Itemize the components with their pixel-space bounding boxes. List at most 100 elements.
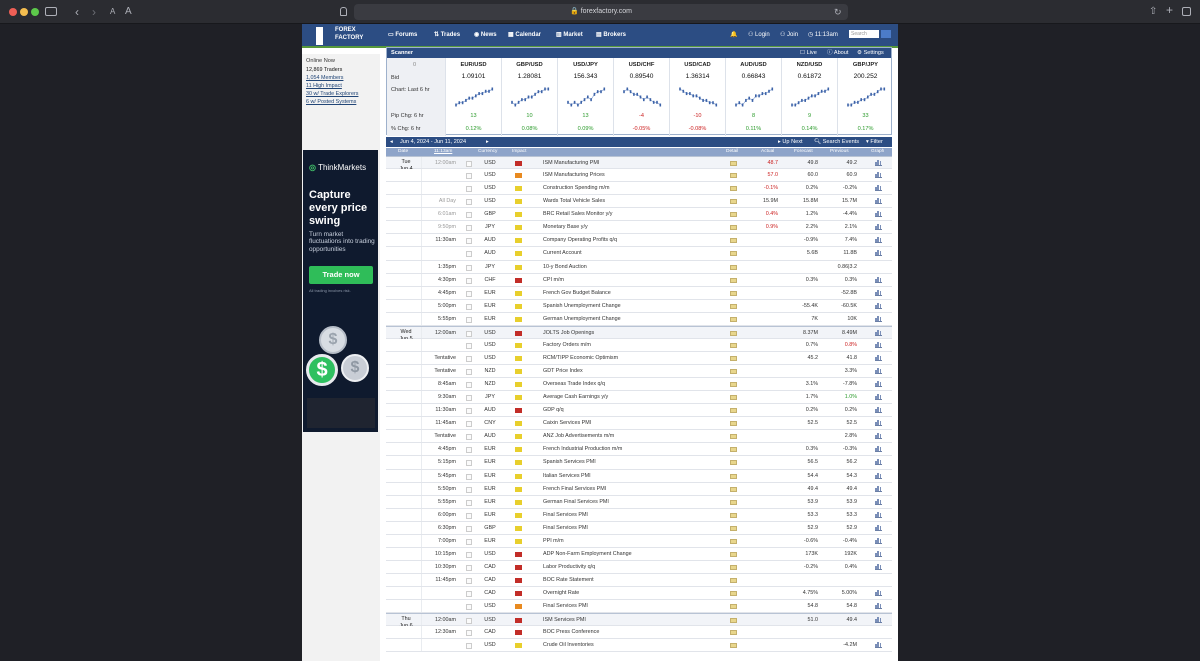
row-event[interactable]: Average Cash Earnings y/y	[543, 394, 609, 401]
row-event[interactable]: BOC Press Conference	[543, 629, 600, 636]
row-alert-icon[interactable]	[466, 604, 472, 611]
row-event[interactable]: JOLTS Job Openings	[543, 329, 595, 336]
graph-icon[interactable]	[875, 302, 882, 309]
impact-folder-icon[interactable]	[515, 264, 522, 270]
detail-folder-icon[interactable]	[730, 578, 737, 583]
calendar-row[interactable]: 4:45pm EUR French Industrial Production m/…	[386, 443, 892, 457]
privacy-shield-icon[interactable]	[340, 7, 347, 16]
row-alert-icon[interactable]	[466, 512, 472, 519]
row-event[interactable]: Italian Services PMI	[543, 472, 591, 479]
detail-folder-icon[interactable]	[730, 355, 737, 361]
row-event[interactable]: French Gov Budget Balance	[543, 289, 611, 296]
row-alert-icon[interactable]	[466, 173, 472, 180]
detail-folder-icon[interactable]	[730, 161, 737, 166]
row-alert-icon[interactable]	[466, 290, 472, 297]
row-event[interactable]: French Industrial Production m/m	[543, 446, 623, 453]
detail-folder-icon[interactable]	[730, 499, 737, 505]
row-alert-icon[interactable]	[466, 564, 472, 571]
row-event[interactable]: Wards Total Vehicle Sales	[543, 198, 606, 205]
col-time[interactable]: 11:13am	[434, 149, 453, 154]
row-alert-icon[interactable]	[466, 551, 472, 558]
scanner-pair-5[interactable]: AUD/USD 0.66843 8 0.11%	[725, 58, 780, 136]
row-alert-icon[interactable]	[466, 525, 472, 532]
graph-icon[interactable]	[875, 407, 882, 414]
row-event[interactable]: GDP q/q	[543, 407, 564, 414]
nav-market[interactable]: ▥ Market	[556, 32, 583, 38]
nav-brokers[interactable]: ▤ Brokers	[596, 32, 627, 38]
detail-folder-icon[interactable]	[730, 421, 737, 427]
clock-time[interactable]: ◷ 11:13am	[808, 32, 838, 38]
row-event[interactable]: ANZ Job Advertisements m/m	[543, 433, 615, 440]
row-event[interactable]: Final Services PMI	[543, 524, 588, 531]
impact-folder-icon[interactable]	[515, 447, 522, 453]
graph-icon[interactable]	[875, 485, 882, 492]
calendar-row[interactable]: 6:01am GBP BRC Retail Sales Monitor y/y 0.4…	[386, 208, 892, 222]
login-link[interactable]: ⚇ Login	[748, 32, 770, 38]
calendar-row[interactable]: 5:00pm EUR Spanish Unemployment Change -55.…	[386, 299, 892, 313]
graph-icon[interactable]	[875, 498, 882, 505]
calendar-row[interactable]: 9:30am JPY Average Cash Earnings y/y 1.7% 1.…	[386, 391, 892, 405]
impact-folder-icon[interactable]	[515, 316, 522, 322]
detail-folder-icon[interactable]	[730, 238, 737, 244]
impact-folder-icon[interactable]	[515, 238, 522, 244]
bell-icon[interactable]: 🔔	[730, 32, 738, 38]
search-input[interactable]: Search	[849, 30, 879, 38]
detail-folder-icon[interactable]	[730, 303, 737, 309]
calendar-row[interactable]: 5:55pm EUR German Final Services PMI 53.9 53…	[386, 495, 892, 509]
calendar-row[interactable]: USD Construction Spending m/m -0.1% 0.2% -0.…	[386, 182, 892, 196]
detail-folder-icon[interactable]	[730, 199, 737, 205]
detail-folder-icon[interactable]	[730, 277, 737, 283]
graph-icon[interactable]	[875, 276, 882, 283]
detail-folder-icon[interactable]	[730, 369, 737, 374]
new-tab-icon[interactable]: +	[1166, 3, 1174, 17]
search-button[interactable]	[881, 30, 891, 38]
detail-folder-icon[interactable]	[730, 604, 737, 610]
detail-folder-icon[interactable]	[730, 408, 737, 414]
impact-folder-icon[interactable]	[515, 342, 522, 348]
graph-icon[interactable]	[875, 420, 882, 427]
row-alert-icon[interactable]	[466, 499, 472, 506]
sidebar-toggle-icon[interactable]	[45, 7, 57, 16]
detail-folder-icon[interactable]	[730, 290, 737, 296]
calendar-row[interactable]: 7:00pm EUR PPI m/m -0.6% -0.4%	[386, 534, 892, 548]
row-event[interactable]: Spanish Services PMI	[543, 459, 596, 466]
row-alert-icon[interactable]	[466, 330, 472, 337]
about-link[interactable]: ⓘ About	[827, 50, 849, 56]
graph-icon[interactable]	[875, 329, 882, 336]
calendar-row[interactable]: 5:55pm EUR German Unemployment Change 7K 10K	[386, 312, 892, 326]
impact-folder-icon[interactable]	[515, 408, 522, 414]
row-event[interactable]: ADP Non-Farm Employment Change	[543, 550, 632, 557]
detail-folder-icon[interactable]	[730, 512, 737, 518]
close-window-button[interactable]	[9, 8, 17, 16]
detail-folder-icon[interactable]	[730, 434, 737, 440]
calendar-row[interactable]: 1:35pm JPY 10-y Bond Auction 0.86|3.2	[386, 260, 892, 274]
graph-icon[interactable]	[875, 590, 882, 597]
graph-icon[interactable]	[875, 537, 882, 544]
impact-folder-icon[interactable]	[515, 499, 522, 505]
calendar-row[interactable]: 10:30pm CAD Labor Productivity q/q -0.2% 0.4…	[386, 560, 892, 574]
detail-folder-icon[interactable]	[730, 382, 737, 388]
impact-folder-icon[interactable]	[515, 512, 522, 518]
row-alert-icon[interactable]	[466, 578, 472, 584]
row-alert-icon[interactable]	[466, 251, 472, 258]
row-alert-icon[interactable]	[466, 460, 472, 467]
row-event[interactable]: BOC Rate Statement	[543, 577, 594, 583]
row-alert-icon[interactable]	[466, 161, 472, 167]
detail-folder-icon[interactable]	[730, 173, 737, 179]
calendar-row[interactable]: 11:45am CNY Caixin Services PMI 52.5 52.5	[386, 417, 892, 431]
reload-icon[interactable]: ↻	[834, 7, 842, 17]
impact-folder-icon[interactable]	[515, 578, 522, 583]
calendar-row[interactable]: 9:50pm JPY Monetary Base y/y 0.9% 2.2% 2.1%	[386, 221, 892, 235]
row-alert-icon[interactable]	[466, 473, 472, 480]
graph-icon[interactable]	[875, 603, 882, 610]
row-event[interactable]: BRC Retail Sales Monitor y/y	[543, 211, 613, 218]
row-event[interactable]: PPI m/m	[543, 537, 564, 544]
impact-folder-icon[interactable]	[515, 473, 522, 479]
impact-folder-icon[interactable]	[515, 186, 522, 192]
nav-news[interactable]: ◉ News	[474, 32, 497, 38]
up-next-link[interactable]: ▸ Up Next	[778, 139, 803, 145]
detail-folder-icon[interactable]	[730, 264, 737, 270]
calendar-row[interactable]: USD Factory Orders m/m 0.7% 0.8%	[386, 338, 892, 352]
search-events-link[interactable]: 🔍︎ Search Events	[814, 139, 860, 145]
impact-folder-icon[interactable]	[515, 618, 522, 624]
